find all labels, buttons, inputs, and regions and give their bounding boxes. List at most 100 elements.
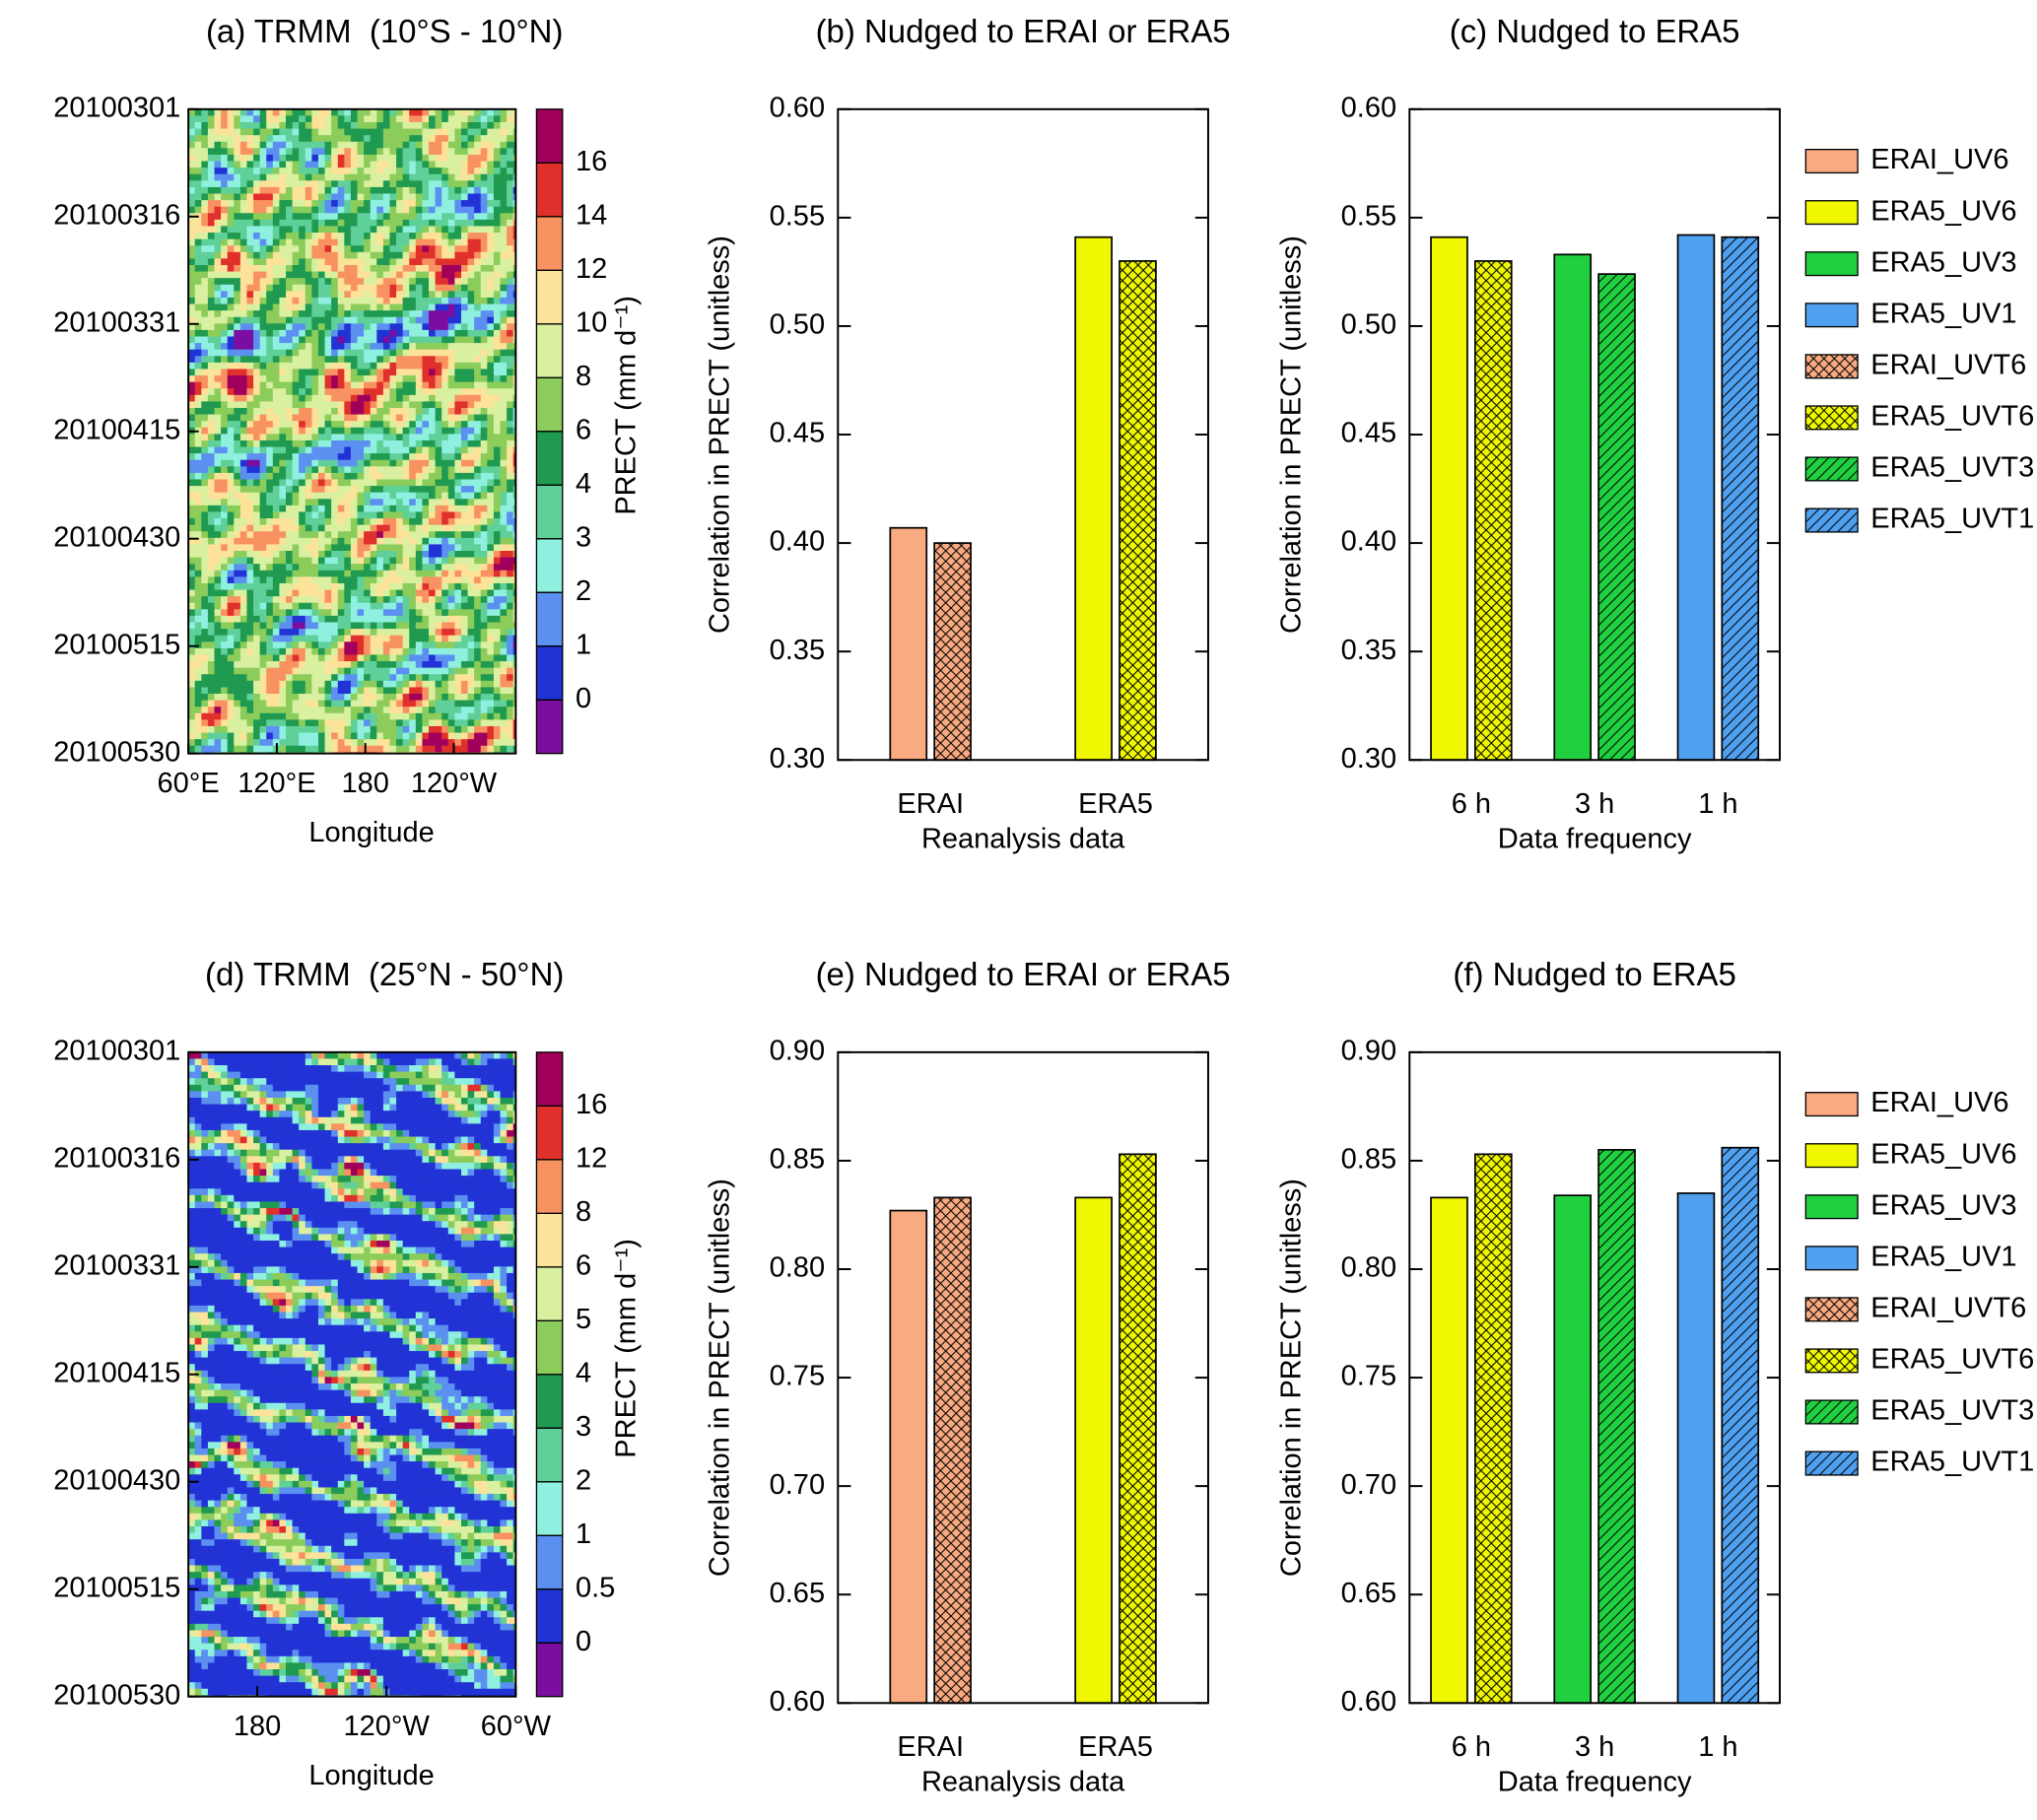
field-cell bbox=[292, 141, 300, 149]
field-cell bbox=[279, 557, 287, 565]
field-cell bbox=[447, 233, 455, 240]
field-cell bbox=[227, 459, 235, 467]
field-cell bbox=[454, 629, 462, 637]
field-cell bbox=[253, 439, 261, 447]
field-cell bbox=[331, 421, 339, 429]
field-cell bbox=[460, 582, 468, 590]
field-cell bbox=[311, 499, 319, 506]
field-cell bbox=[253, 635, 261, 642]
field-cell bbox=[279, 641, 287, 649]
field-cell bbox=[259, 206, 267, 214]
field-cell bbox=[364, 206, 372, 214]
field-cell bbox=[447, 647, 455, 655]
field-cell bbox=[253, 700, 261, 708]
field-cell bbox=[317, 408, 325, 415]
field-cell bbox=[357, 251, 365, 259]
field-cell bbox=[350, 544, 358, 552]
field-cell bbox=[311, 479, 319, 487]
field-cell bbox=[350, 635, 358, 642]
field-cell bbox=[447, 401, 455, 409]
field-cell bbox=[234, 200, 241, 208]
field-cell bbox=[493, 200, 501, 208]
field-cell bbox=[246, 401, 254, 409]
field-cell bbox=[331, 492, 339, 500]
field-cell bbox=[487, 408, 495, 415]
field-cell bbox=[370, 245, 377, 253]
field-cell bbox=[344, 381, 352, 389]
field-cell bbox=[435, 115, 442, 123]
field-cell bbox=[415, 615, 423, 623]
field-cell bbox=[396, 271, 404, 279]
field-cell bbox=[350, 564, 358, 572]
field-cell bbox=[357, 291, 365, 299]
field-cell bbox=[474, 206, 482, 214]
field-cell bbox=[402, 531, 410, 539]
field-cell bbox=[344, 661, 352, 669]
field-cell bbox=[429, 271, 437, 279]
field-cell bbox=[201, 492, 209, 500]
field-cell bbox=[422, 193, 430, 201]
field-cell bbox=[364, 219, 372, 227]
field-cell bbox=[279, 615, 287, 623]
field-cell bbox=[227, 453, 235, 461]
field-cell bbox=[467, 518, 475, 526]
field-cell bbox=[396, 388, 404, 396]
field-cell bbox=[415, 531, 423, 539]
field-cell bbox=[188, 219, 196, 227]
field-cell bbox=[500, 570, 508, 577]
field-cell bbox=[234, 602, 241, 610]
field-cell bbox=[435, 394, 442, 402]
field-cell bbox=[507, 108, 514, 116]
field-cell bbox=[507, 446, 514, 454]
field-cell bbox=[317, 544, 325, 552]
field-cell bbox=[350, 602, 358, 610]
field-cell bbox=[292, 453, 300, 461]
field-cell bbox=[299, 505, 306, 512]
field-cell bbox=[201, 343, 209, 351]
field-cell bbox=[409, 667, 417, 675]
field-cell bbox=[441, 421, 449, 429]
field-cell bbox=[415, 466, 423, 474]
field-cell bbox=[253, 251, 261, 259]
field-cell bbox=[500, 200, 508, 208]
field-cell bbox=[214, 707, 222, 714]
field-cell bbox=[337, 459, 345, 467]
field-cell bbox=[201, 544, 209, 552]
field-cell bbox=[370, 226, 377, 234]
field-cell bbox=[460, 570, 468, 577]
field-cell bbox=[227, 537, 235, 545]
field-cell bbox=[415, 680, 423, 688]
field-cell bbox=[487, 564, 495, 572]
field-cell bbox=[480, 343, 488, 351]
field-cell bbox=[207, 446, 215, 454]
field-cell bbox=[480, 278, 488, 286]
field-cell bbox=[370, 349, 377, 357]
field-cell bbox=[460, 148, 468, 156]
field-cell bbox=[389, 148, 397, 156]
field-cell bbox=[396, 622, 404, 630]
field-cell bbox=[460, 303, 468, 311]
field-cell bbox=[331, 284, 339, 292]
field-cell bbox=[493, 297, 501, 304]
field-cell bbox=[467, 680, 475, 688]
field-cell bbox=[350, 427, 358, 435]
field-cell bbox=[272, 349, 280, 357]
field-cell bbox=[480, 524, 488, 532]
field-cell bbox=[500, 687, 508, 695]
field-cell bbox=[214, 537, 222, 545]
field-cell bbox=[396, 537, 404, 545]
field-cell bbox=[317, 414, 325, 422]
field-cell bbox=[246, 245, 254, 253]
field-cell bbox=[234, 108, 241, 116]
field-cell bbox=[207, 739, 215, 747]
field-cell bbox=[422, 381, 430, 389]
field-cell bbox=[253, 206, 261, 214]
field-cell bbox=[246, 654, 254, 662]
field-cell bbox=[396, 511, 404, 519]
field-cell bbox=[480, 505, 488, 512]
field-cell bbox=[266, 551, 274, 558]
field-cell bbox=[487, 388, 495, 396]
field-cell bbox=[344, 531, 352, 539]
field-cell bbox=[234, 394, 241, 402]
field-cell bbox=[344, 329, 352, 337]
